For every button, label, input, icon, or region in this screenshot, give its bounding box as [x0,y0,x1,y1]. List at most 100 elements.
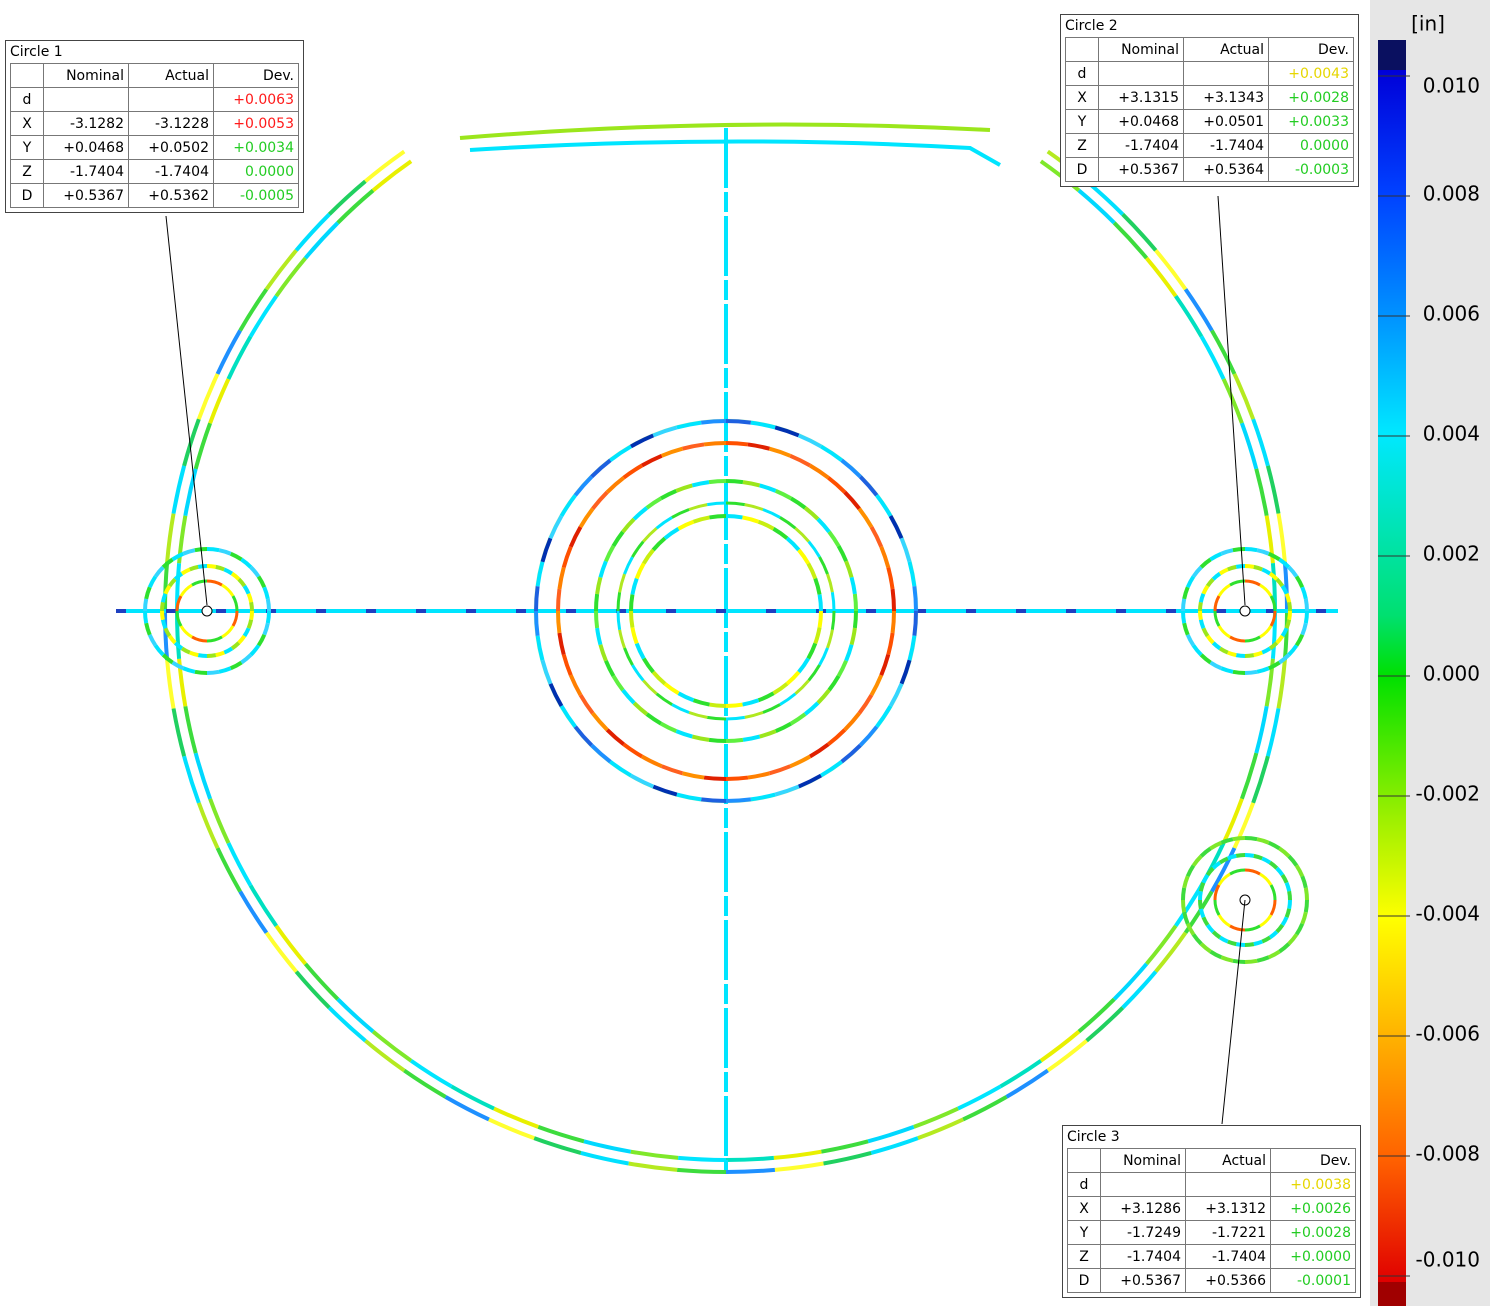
contour [533,1136,582,1155]
actual-cell: +0.5366 [1185,1268,1271,1293]
contour [1278,557,1291,569]
contour [1240,422,1259,470]
contour [609,444,633,462]
contour [1284,593,1292,603]
contour [747,442,770,451]
contour [757,691,775,703]
column-header: Nominal [1098,37,1184,62]
nominal-cell: +3.1315 [1098,85,1184,110]
row: D +0.5367 +0.5364 -0.0003 [1065,157,1354,182]
contour [671,508,690,519]
contour [844,560,854,578]
contour [813,627,822,645]
contour [682,771,705,780]
tick-label: 0.010 [1423,74,1480,98]
actual-cell: -3.1228 [128,111,214,136]
contour [248,884,278,928]
contour [1294,633,1305,647]
actual-cell [1183,61,1269,86]
contour [274,256,307,298]
contour [1287,565,1299,578]
contour [1229,635,1246,643]
contour [1269,610,1277,627]
contour [218,666,232,674]
contour [303,221,340,260]
contour [231,595,239,612]
contour [725,775,749,781]
row-label: Y [1067,1220,1101,1245]
contour [246,593,254,603]
contour [1209,551,1223,562]
column-header: Dev. [1268,37,1354,62]
row-label: Z [1067,1244,1101,1269]
contour [409,1059,453,1089]
contour [1276,513,1287,563]
contour [179,625,193,639]
contour [444,1095,490,1122]
dev-cell: +0.0028 [1268,85,1354,110]
contour [206,653,217,658]
contour [274,924,307,966]
contour [1199,942,1212,954]
contour [573,725,594,747]
contour [249,565,261,578]
contour [709,702,727,708]
contour [206,564,217,569]
contour [772,526,789,540]
contour [1213,610,1221,627]
contour [594,593,600,612]
contour [1182,911,1190,925]
contour [249,601,254,612]
contour [843,490,861,510]
contour [1220,837,1234,845]
contour [1287,854,1299,867]
contour [676,1167,727,1175]
contour [1217,625,1231,639]
contour [167,577,177,588]
contour [1201,916,1210,927]
row-label: D [10,183,44,208]
contour [642,679,658,695]
contour [1232,836,1246,842]
contour [1154,249,1188,291]
header-row: Nominal Actual Dev. [1067,1148,1356,1173]
over-range [1378,40,1406,70]
contour [616,591,622,612]
contour [264,249,298,291]
contour [1280,873,1289,884]
contour [1211,930,1222,940]
actual-cell: -1.7404 [1183,133,1269,158]
row-label: D [1065,157,1099,182]
contour [1303,610,1310,624]
contour [623,556,634,575]
contour [1185,633,1196,647]
contour [774,425,800,438]
contour [1121,212,1158,252]
contour [1197,899,1203,910]
contour [206,579,223,587]
row-label: d [10,87,44,112]
contour [1259,625,1273,639]
contour [725,419,752,425]
contour [173,641,184,651]
contour [1294,575,1305,589]
contour [206,547,220,553]
row: Y +0.0468 +0.0501 +0.0033 [1065,109,1354,134]
contour [231,610,239,627]
contour [875,494,893,518]
contour [632,506,649,521]
contour [630,773,655,789]
contour [180,646,191,655]
dev-cell: +0.0028 [1270,1220,1356,1245]
contour [1232,802,1256,849]
contour [797,657,811,674]
contour [1244,958,1258,964]
nominal-cell: -1.7404 [1100,1244,1186,1269]
contour [759,483,777,493]
contour [651,536,667,552]
contour [1268,571,1279,581]
contour [223,646,234,655]
row-label: d [1067,1172,1101,1197]
contour [836,659,848,677]
contour [591,712,609,732]
